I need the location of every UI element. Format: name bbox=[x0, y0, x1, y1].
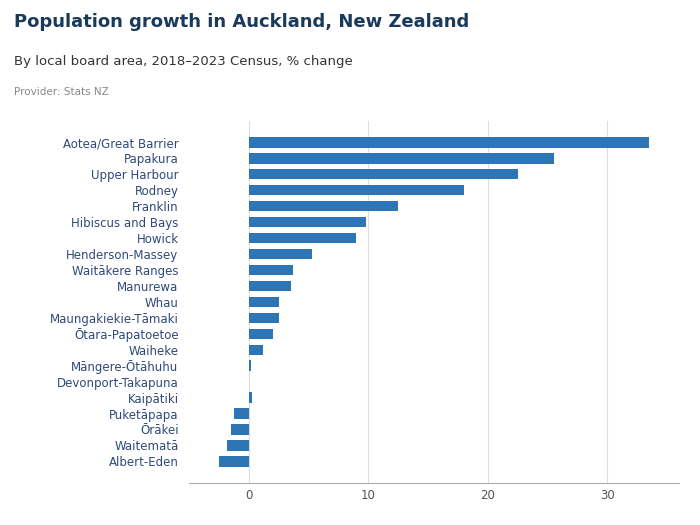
Bar bbox=[248, 344, 263, 355]
Bar bbox=[248, 265, 293, 275]
Bar bbox=[248, 297, 279, 307]
Bar bbox=[234, 408, 248, 419]
Bar bbox=[248, 185, 464, 195]
Text: Population growth in Auckland, New Zealand: Population growth in Auckland, New Zeala… bbox=[14, 13, 469, 31]
Bar bbox=[231, 424, 248, 435]
Text: figure.nz: figure.nz bbox=[582, 20, 659, 35]
Bar bbox=[219, 456, 248, 467]
Bar bbox=[228, 440, 248, 450]
Bar bbox=[248, 201, 398, 212]
Bar bbox=[248, 361, 251, 371]
Bar bbox=[248, 249, 312, 259]
Bar bbox=[248, 169, 518, 180]
Text: By local board area, 2018–2023 Census, % change: By local board area, 2018–2023 Census, %… bbox=[14, 55, 353, 68]
Bar bbox=[248, 281, 290, 291]
Text: Provider: Stats NZ: Provider: Stats NZ bbox=[14, 87, 108, 97]
Bar bbox=[248, 392, 252, 403]
Bar bbox=[248, 217, 366, 227]
Bar bbox=[248, 233, 356, 243]
Bar bbox=[248, 153, 554, 163]
Bar bbox=[248, 313, 279, 323]
Bar bbox=[248, 137, 649, 148]
Bar bbox=[248, 329, 273, 339]
